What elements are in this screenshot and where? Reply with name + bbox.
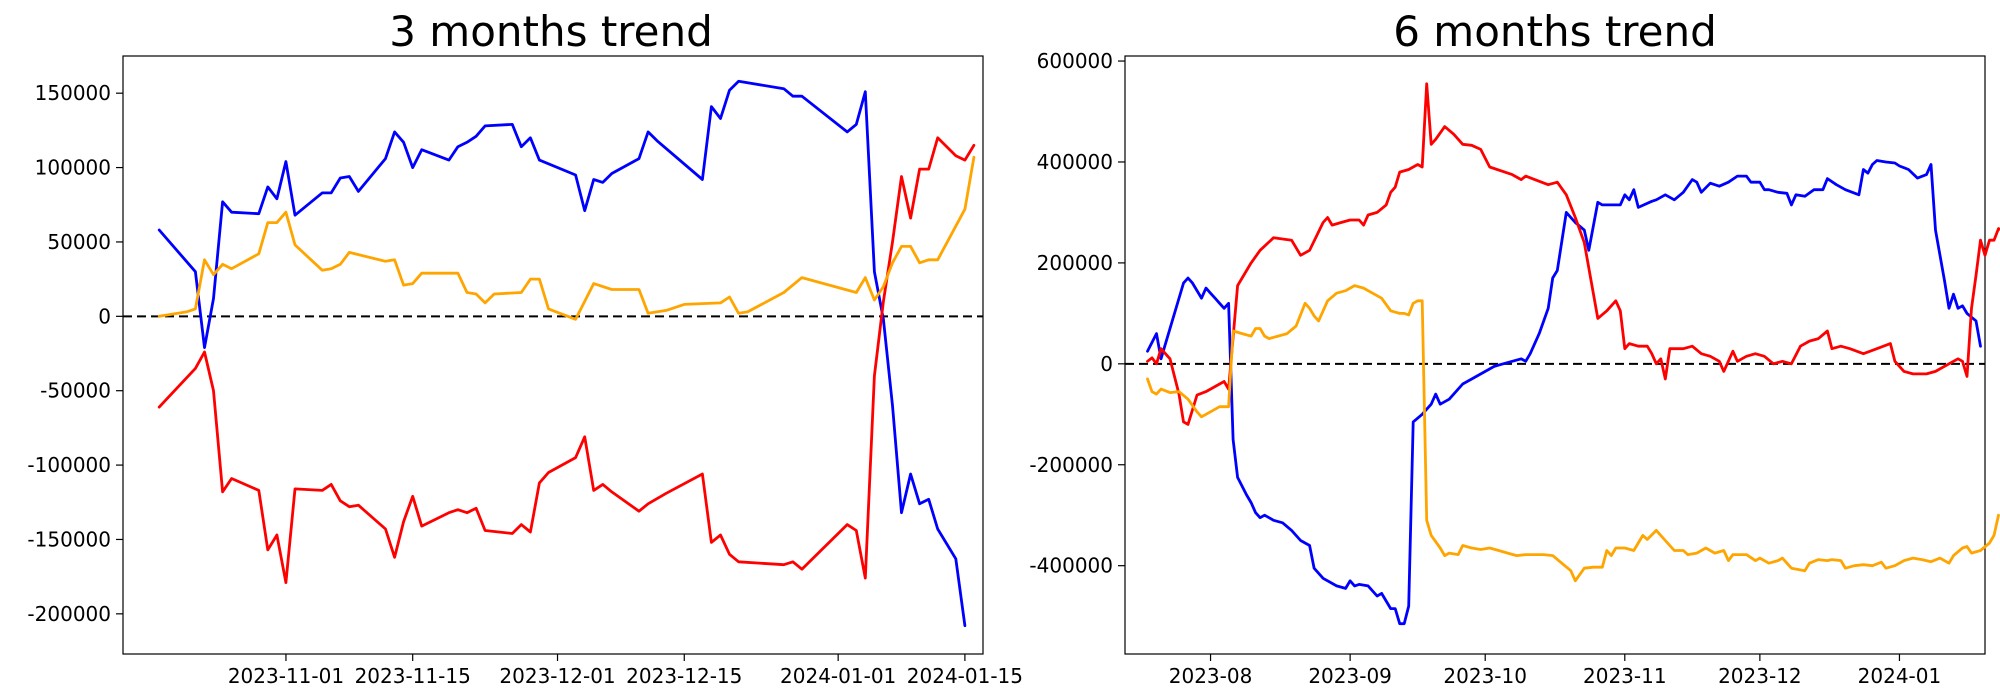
y-tick-label: 0	[98, 304, 111, 328]
y-tick-label: 150000	[35, 81, 111, 105]
x-tick-label: 2024-01-15	[907, 664, 1023, 688]
axes-frame	[1124, 55, 1986, 655]
x-tick-label: 2024-01-01	[780, 664, 896, 688]
series-line	[157, 136, 976, 584]
y-tick-label: 0	[1100, 352, 1113, 376]
series-line	[1146, 82, 2000, 426]
y-tick-label: 100000	[35, 156, 111, 180]
y-tick-label: -50000	[40, 379, 111, 403]
y-tick-label: 600000	[1037, 49, 1113, 73]
chart-title: 6 months trend	[1393, 7, 1717, 56]
series-line	[157, 79, 967, 628]
chart-6-months: 6 months trend 600000 400000 200000 0 -20000…	[1029, 7, 2000, 688]
series-line	[157, 155, 976, 321]
y-tick-label: 400000	[1037, 150, 1113, 174]
x-tick-label: 2023-12-01	[499, 664, 615, 688]
x-tick-label: 2024-01	[1858, 664, 1942, 688]
y-tick-label: 200000	[1037, 251, 1113, 275]
series-line	[1146, 159, 1982, 626]
x-tick-label: 2023-10	[1443, 664, 1527, 688]
axes-frame	[122, 55, 984, 655]
chart-3-months: 3 months trend 150000 100000 50000 0 -50000 -…	[27, 7, 1023, 688]
x-tick-label: 2023-12	[1718, 664, 1802, 688]
x-tick-label: 2023-08	[1169, 664, 1253, 688]
y-tick-label: -400000	[1029, 554, 1113, 578]
y-tick-label: -100000	[27, 453, 111, 477]
y-tick-label: -150000	[27, 527, 111, 551]
series-line	[1146, 284, 2000, 583]
x-tick-label: 2023-11-15	[355, 664, 471, 688]
y-tick-label: -200000	[1029, 453, 1113, 477]
y-tick-label: -200000	[27, 602, 111, 626]
x-tick-label: 2023-11-01	[228, 664, 344, 688]
x-tick-label: 2023-12-15	[626, 664, 742, 688]
x-tick-label: 2023-11	[1583, 664, 1667, 688]
chart-title: 3 months trend	[389, 7, 713, 56]
x-tick-label: 2023-09	[1308, 664, 1392, 688]
y-tick-label: 50000	[47, 230, 111, 254]
